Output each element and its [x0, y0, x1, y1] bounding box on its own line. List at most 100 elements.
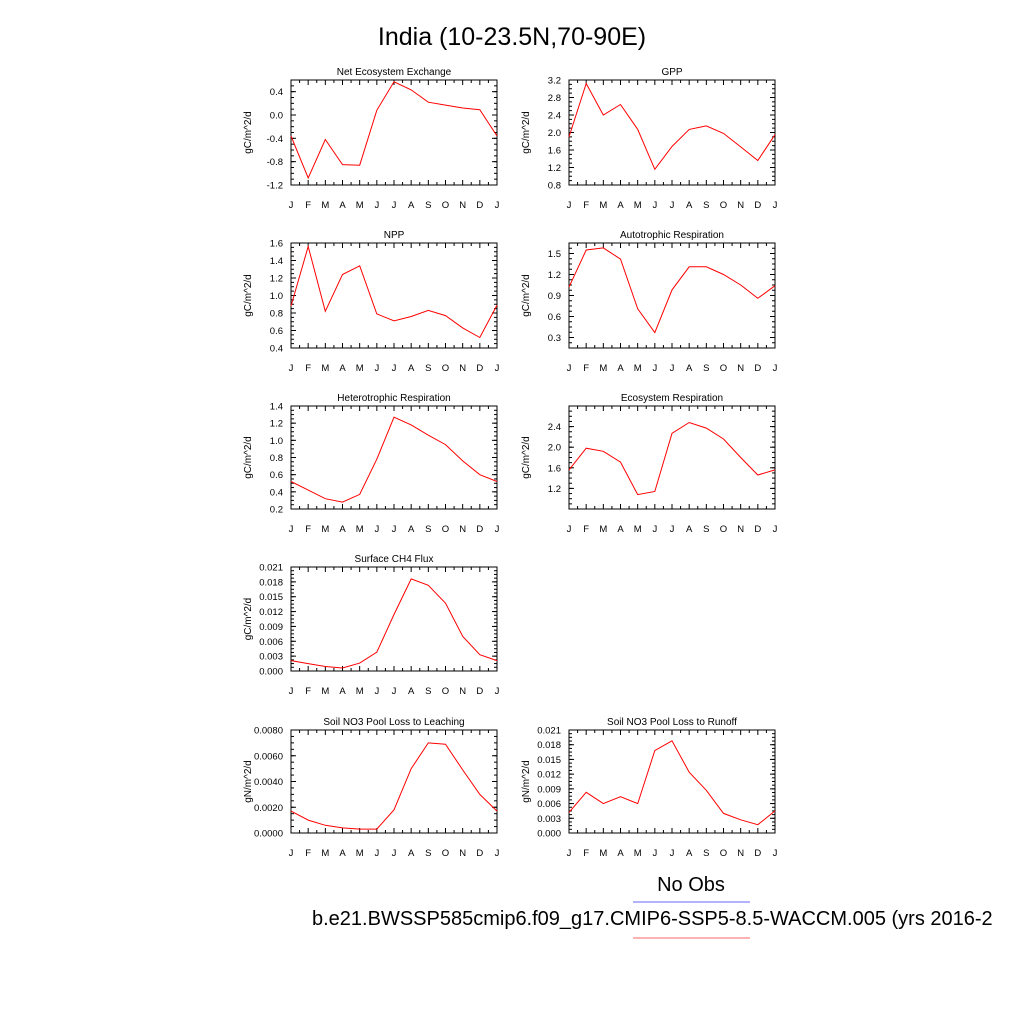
y-axis-label: gC/m^2/d — [521, 274, 532, 317]
y-tick-label: 0.8 — [548, 181, 561, 192]
x-tick-label: S — [425, 363, 431, 374]
x-tick-label: M — [321, 686, 329, 697]
y-tick-label: 0.2 — [270, 505, 283, 516]
x-tick-label: J — [289, 363, 294, 374]
x-tick-label: J — [773, 848, 778, 859]
y-tick-label: 0.015 — [537, 755, 561, 766]
y-tick-label: 0.0080 — [254, 726, 283, 737]
y-tick-label: 0.0020 — [254, 803, 283, 814]
y-tick-label: 0.4 — [270, 87, 283, 98]
x-tick-label: A — [617, 848, 624, 859]
x-tick-label: O — [720, 200, 727, 211]
y-tick-label: 2.4 — [548, 111, 561, 122]
x-tick-label: F — [583, 200, 589, 211]
x-tick-label: D — [754, 848, 761, 859]
x-tick-label: M — [356, 686, 364, 697]
x-tick-label: M — [634, 200, 642, 211]
plot-frame — [568, 405, 776, 510]
y-tick-label: 0.021 — [537, 726, 561, 737]
x-tick-label: O — [720, 524, 727, 535]
x-tick-label: J — [567, 200, 572, 211]
x-tick-label: J — [495, 686, 500, 697]
x-tick-label: F — [305, 848, 311, 859]
x-tick-label: N — [459, 363, 466, 374]
x-tick-label: M — [634, 363, 642, 374]
x-tick-label: F — [305, 363, 311, 374]
plot-frame — [290, 242, 498, 349]
y-tick-label: 0.012 — [537, 770, 561, 781]
y-tick-label: 0.6 — [270, 470, 283, 481]
plot-frame — [290, 405, 498, 510]
x-tick-label: D — [476, 200, 483, 211]
x-tick-label: M — [599, 524, 607, 535]
series-line — [290, 81, 498, 180]
x-tick-label: J — [374, 524, 379, 535]
y-tick-label: 0.0000 — [254, 829, 283, 840]
plot-frame — [568, 79, 776, 186]
x-tick-label: A — [686, 363, 693, 374]
series-line — [568, 740, 776, 826]
y-tick-label: 1.6 — [548, 463, 561, 474]
x-tick-label: M — [634, 848, 642, 859]
panel-title: Soil NO3 Pool Loss to Leaching — [323, 717, 464, 728]
x-tick-label: O — [442, 200, 449, 211]
x-tick-label: N — [459, 848, 466, 859]
x-tick-label: A — [686, 200, 693, 211]
x-tick-label: J — [289, 200, 294, 211]
x-tick-label: J — [652, 200, 657, 211]
y-tick-label: 0.018 — [259, 577, 283, 588]
x-tick-label: A — [617, 524, 624, 535]
x-tick-label: J — [652, 363, 657, 374]
x-tick-label: F — [305, 200, 311, 211]
x-tick-label: D — [754, 200, 761, 211]
x-tick-label: A — [617, 363, 624, 374]
x-tick-label: A — [686, 524, 693, 535]
plot-frame — [290, 729, 498, 834]
x-tick-label: O — [442, 363, 449, 374]
x-tick-label: J — [289, 848, 294, 859]
plot-frame — [290, 566, 498, 672]
series-line — [568, 421, 776, 496]
x-tick-label: J — [374, 686, 379, 697]
y-axis-label: gC/m^2/d — [521, 436, 532, 479]
x-tick-label: A — [408, 524, 415, 535]
x-tick-label: S — [703, 524, 709, 535]
panel-title: GPP — [661, 67, 682, 78]
y-tick-label: 0.0060 — [254, 751, 283, 762]
y-tick-label: 3.2 — [548, 76, 561, 87]
y-tick-label: 2.8 — [548, 93, 561, 104]
x-tick-label: S — [425, 686, 431, 697]
series-line — [290, 416, 498, 503]
panel-title: Net Ecosystem Exchange — [337, 67, 452, 78]
y-tick-label: 0.000 — [259, 667, 283, 678]
x-tick-label: N — [737, 200, 744, 211]
y-tick-label: 1.2 — [548, 163, 561, 174]
x-tick-label: F — [305, 686, 311, 697]
x-tick-label: M — [356, 524, 364, 535]
x-tick-label: J — [567, 363, 572, 374]
x-tick-label: O — [720, 363, 727, 374]
x-tick-label: J — [495, 363, 500, 374]
panel-title: Heterotrophic Respiration — [337, 393, 450, 404]
x-tick-label: J — [374, 848, 379, 859]
x-tick-label: J — [567, 848, 572, 859]
series-line — [568, 82, 776, 171]
y-tick-label: 1.2 — [548, 484, 561, 495]
x-tick-label: J — [652, 524, 657, 535]
x-tick-label: J — [670, 524, 675, 535]
x-tick-label: O — [442, 686, 449, 697]
x-tick-label: J — [392, 686, 397, 697]
x-tick-label: M — [321, 848, 329, 859]
y-tick-label: 0.021 — [259, 563, 283, 574]
x-tick-label: M — [356, 848, 364, 859]
x-tick-label: A — [617, 200, 624, 211]
x-tick-label: J — [374, 363, 379, 374]
y-tick-label: 1.0 — [270, 436, 283, 447]
y-tick-label: 0.0040 — [254, 777, 283, 788]
y-tick-label: 2.0 — [548, 128, 561, 139]
x-tick-label: M — [599, 200, 607, 211]
